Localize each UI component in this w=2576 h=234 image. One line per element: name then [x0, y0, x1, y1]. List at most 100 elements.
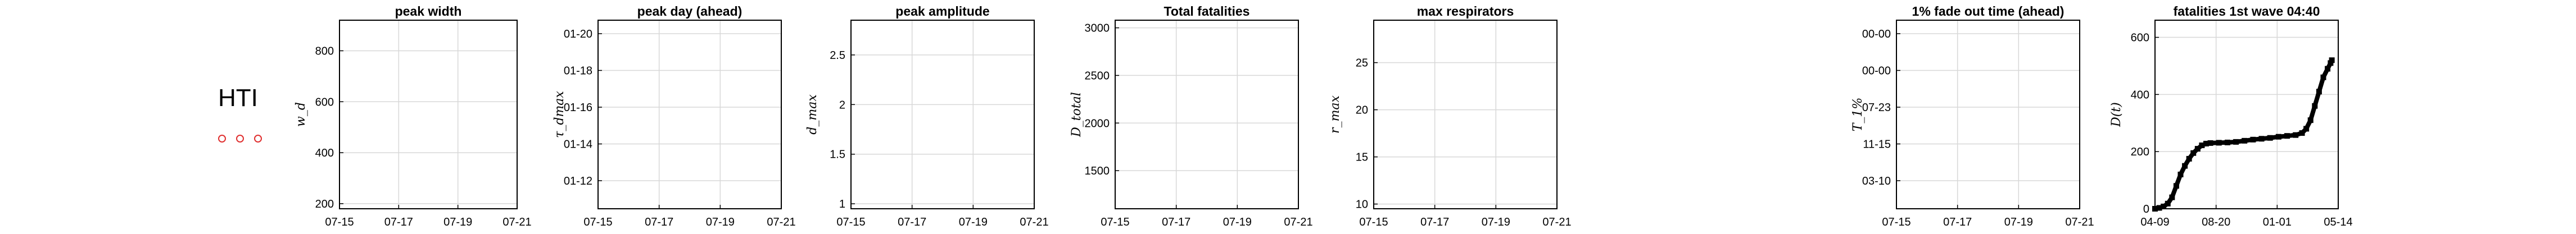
series-marker [2173, 183, 2179, 189]
legend-marker-circle [254, 135, 262, 143]
y-tick-label: 2500 [1085, 70, 1110, 82]
plot-frame [597, 20, 782, 209]
x-tick-label: 07-15 [1882, 216, 1911, 228]
y-tick-label: 200 [2131, 146, 2149, 158]
series-marker [2284, 133, 2290, 139]
y-tick-label: 600 [2131, 32, 2149, 44]
series-line [2154, 59, 2334, 211]
plot-frame [1373, 20, 1558, 209]
y-tick-label: 11-15 [1863, 139, 1891, 151]
chart-title: fatalities 1st wave 04:40 [2174, 4, 2320, 19]
chart-title: 1% fade out time (ahead) [1912, 4, 2065, 19]
legend-markers [218, 135, 262, 143]
y-tick-label: 00-00 [1862, 65, 1891, 77]
series-marker [2156, 205, 2162, 211]
x-tick-label: 07-15 [1359, 216, 1388, 228]
x-tick-label: 07-19 [959, 216, 988, 228]
y-tick-label: 2.5 [830, 49, 845, 62]
y-tick-label: 01-12 [564, 175, 592, 187]
series-marker [2194, 146, 2201, 152]
plot-frame [1896, 20, 2080, 209]
series-marker [2250, 136, 2256, 143]
x-tick-label: 07-17 [1162, 216, 1190, 228]
series-marker [2224, 139, 2230, 145]
x-tick-label: 07-21 [502, 216, 531, 228]
y-tick-label: 00-00 [1862, 28, 1891, 40]
x-tick-label: 07-17 [384, 216, 413, 228]
x-tick-label: 07-21 [1542, 216, 1571, 228]
y-tick-label: 800 [315, 45, 334, 57]
series-marker [2177, 171, 2184, 177]
country-label: HTI [218, 84, 258, 112]
series-marker [2267, 135, 2273, 141]
y-tick-label: 10 [1356, 199, 1368, 211]
series-marker [2303, 126, 2310, 132]
x-tick-label: 07-15 [583, 216, 612, 228]
series-marker [2161, 203, 2167, 209]
x-tick-label: 07-15 [1101, 216, 1129, 228]
y-axis-label: T_1% [1851, 98, 1865, 132]
x-tick-label: 07-21 [1020, 216, 1048, 228]
x-tick-label: 07-17 [1420, 216, 1449, 228]
series-marker [2299, 130, 2305, 136]
series-marker [2242, 137, 2248, 144]
y-tick-label: 07-23 [1862, 102, 1891, 114]
chart-title: max respirators [1417, 4, 1514, 19]
legend-marker-circle [236, 135, 244, 143]
x-tick-label: 07-19 [443, 216, 472, 228]
series-marker [2307, 117, 2314, 123]
x-tick-label: 07-19 [2004, 216, 2033, 228]
y-tick-label: 15 [1356, 152, 1368, 164]
x-tick-label: 07-21 [1284, 216, 1312, 228]
x-tick-label: 07-19 [1223, 216, 1252, 228]
y-axis-label: r_max [1328, 95, 1342, 133]
series-marker [2186, 155, 2192, 162]
y-tick-label: 20 [1356, 104, 1368, 117]
y-axis-label: w_d [294, 102, 308, 127]
y-axis-label: τ_dmax [553, 91, 567, 138]
series-marker [2233, 139, 2239, 145]
x-tick-label: 05-14 [2324, 216, 2352, 228]
plot-frame [850, 20, 1035, 209]
y-tick-label: 01-20 [564, 28, 592, 40]
x-tick-label: 04-09 [2140, 216, 2169, 228]
series-marker [2199, 142, 2205, 148]
y-tick-label: 3000 [1085, 22, 1110, 35]
series-marker [2320, 74, 2326, 80]
x-tick-label: 07-15 [325, 216, 354, 228]
x-tick-label: 07-21 [2065, 216, 2094, 228]
series-marker [2203, 140, 2209, 146]
chart-title: peak amplitude [895, 4, 989, 19]
y-tick-label: 01-16 [564, 102, 592, 114]
chart-title: Total fatalities [1164, 4, 1250, 19]
plot-frame [339, 20, 518, 209]
x-tick-label: 07-21 [767, 216, 795, 228]
x-tick-label: 07-17 [1943, 216, 1972, 228]
plot-frame [1115, 20, 1299, 209]
x-tick-label: 07-17 [898, 216, 926, 228]
series-marker [2316, 89, 2322, 95]
y-tick-label: 600 [315, 96, 334, 108]
series-marker [2216, 140, 2222, 146]
series-marker [2275, 134, 2281, 140]
series-marker [2293, 132, 2299, 138]
y-tick-label: 1500 [1085, 165, 1110, 177]
x-tick-label: 07-15 [836, 216, 865, 228]
series-marker [2190, 150, 2197, 156]
y-axis-label: D_total [1070, 92, 1084, 137]
y-tick-label: 400 [315, 147, 334, 159]
series-marker [2207, 140, 2213, 146]
plot-frame [2154, 20, 2339, 209]
y-tick-label: 01-14 [564, 139, 592, 151]
legend-marker-circle [218, 135, 226, 143]
y-tick-label: 01-18 [564, 65, 592, 77]
y-axis-label: d_max [805, 94, 820, 135]
series-marker [2169, 194, 2175, 200]
x-tick-label: 01-01 [2263, 216, 2292, 228]
chart-title: peak width [395, 4, 462, 19]
series-marker [2312, 103, 2318, 109]
x-tick-label: 07-19 [1482, 216, 1510, 228]
series-marker [2182, 163, 2188, 169]
y-axis-label: D(t) [2109, 102, 2124, 127]
